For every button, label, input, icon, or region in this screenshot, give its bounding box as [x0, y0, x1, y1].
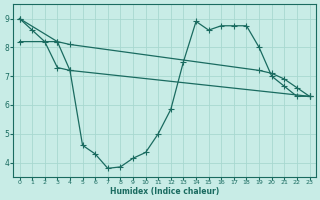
- X-axis label: Humidex (Indice chaleur): Humidex (Indice chaleur): [110, 187, 219, 196]
